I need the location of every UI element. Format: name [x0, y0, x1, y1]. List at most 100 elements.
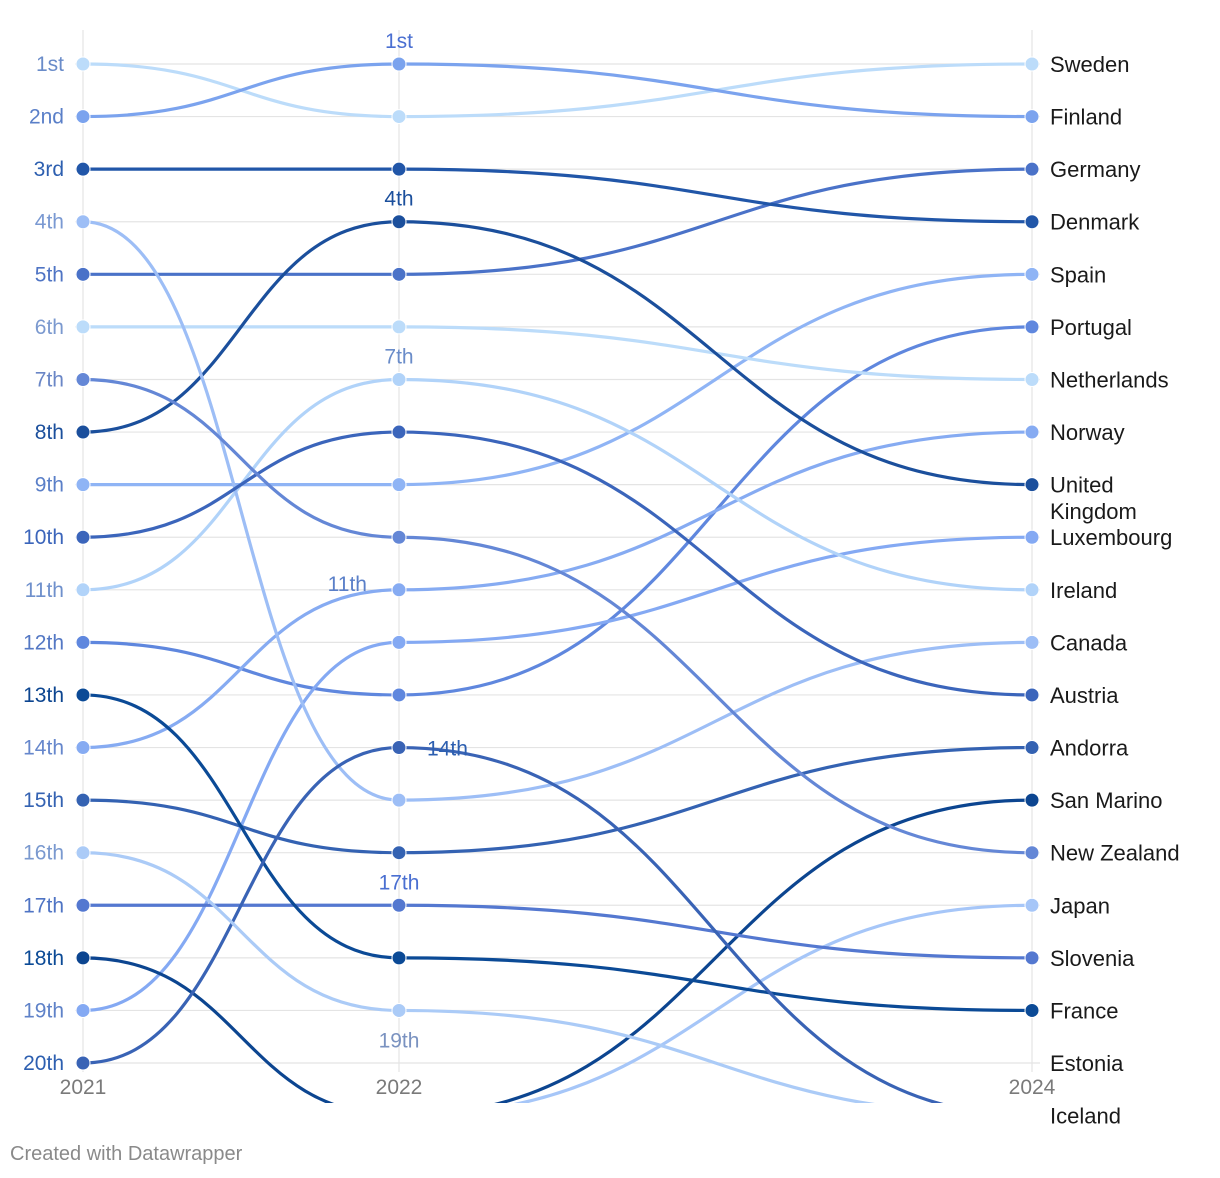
dot-austria-2024 — [1024, 687, 1040, 703]
dot-san-marino-2021 — [75, 950, 91, 966]
rank-label-20: 20th — [23, 1052, 64, 1075]
line-ireland — [81, 377, 1034, 592]
dot-netherlands-2021 — [75, 319, 91, 335]
country-label-san-marino: San Marino — [1050, 788, 1163, 813]
dot-france-2022 — [391, 950, 407, 966]
year-label-2024: 2024 — [1009, 1076, 1056, 1099]
country-label-slovenia: Slovenia — [1050, 946, 1135, 971]
dot-austria-2021 — [75, 529, 91, 545]
country-label-iceland: Iceland — [1050, 1104, 1121, 1129]
line-new-zealand — [81, 377, 1034, 855]
rank-label-19: 19th — [23, 999, 64, 1022]
line-germany — [81, 167, 1034, 276]
country-label-andorra: Andorra — [1050, 736, 1129, 761]
annotation-11th: 11th — [328, 573, 367, 596]
dot-sweden-2022 — [391, 109, 407, 125]
annotation-1st: 1st — [385, 30, 413, 53]
dot-spain-2022 — [391, 477, 407, 493]
country-label-denmark: Denmark — [1050, 210, 1140, 235]
series-dots — [75, 56, 1040, 1071]
annotation-7th: 7th — [384, 345, 413, 368]
dot-ireland-2021 — [75, 582, 91, 598]
dot-new-zealand-2022 — [391, 529, 407, 545]
country-label-ireland: Ireland — [1050, 578, 1117, 603]
dot-united-kingdom-2022 — [391, 214, 407, 230]
rank-label-15: 15th — [23, 789, 64, 812]
dot-iceland-2021 — [75, 845, 91, 861]
country-label-kingdom: Kingdom — [1050, 499, 1137, 524]
dot-luxembourg-2021 — [75, 1002, 91, 1018]
dot-united-kingdom-2024 — [1024, 477, 1040, 493]
dot-finland-2024 — [1024, 109, 1040, 125]
rank-label-4: 4th — [35, 211, 64, 234]
dot-finland-2022 — [391, 56, 407, 72]
year-label-2022: 2022 — [376, 1076, 423, 1099]
y-axis-rank-labels: 1st 2nd 3rd 4th 5th 6th 7th 8th 9th 10th 11th 12th 1… — [23, 53, 64, 1075]
annotation-17th: 17th — [379, 871, 420, 894]
year-label-2021: 2021 — [60, 1076, 107, 1099]
dot-united-kingdom-2021 — [75, 424, 91, 440]
country-label-sweden: Sweden — [1050, 52, 1130, 77]
country-label-germany: Germany — [1050, 157, 1140, 182]
dot-france-2021 — [75, 687, 91, 703]
line-andorra — [81, 745, 1034, 855]
dot-andorra-2022 — [391, 845, 407, 861]
country-label-united: United — [1050, 473, 1114, 498]
dot-germany-2022 — [391, 266, 407, 282]
rank-label-18: 18th — [23, 947, 64, 970]
line-canada — [81, 220, 1034, 802]
rank-label-3: 3rd — [34, 158, 64, 181]
dot-portugal-2022 — [391, 687, 407, 703]
country-label-finland: Finland — [1050, 105, 1122, 130]
dot-luxembourg-2024 — [1024, 529, 1040, 545]
rank-label-16: 16th — [23, 842, 64, 865]
dot-canada-2022 — [391, 792, 407, 808]
annotation-labels: 1st 4th 7th 11th 14th 17th 19th — [328, 30, 468, 1052]
line-denmark — [81, 167, 1034, 224]
country-label-spain: Spain — [1050, 262, 1106, 287]
dot-denmark-2022 — [391, 161, 407, 177]
rank-label-9: 9th — [35, 474, 64, 497]
dot-estonia-2022 — [391, 740, 407, 756]
rank-label-5: 5th — [35, 263, 64, 286]
rank-label-6: 6th — [35, 316, 64, 339]
dot-france-2024 — [1024, 1002, 1040, 1018]
dot-finland-2021 — [75, 109, 91, 125]
dot-estonia-2021 — [75, 1055, 91, 1071]
dot-spain-2021 — [75, 477, 91, 493]
dot-norway-2024 — [1024, 424, 1040, 440]
annotation-19th: 19th — [379, 1029, 420, 1052]
country-label-austria: Austria — [1050, 683, 1119, 708]
footer-credit: Created with Datawrapper — [10, 1143, 243, 1165]
x-axis-year-labels: 2021 2022 2024 — [60, 1076, 1056, 1099]
dot-sweden-2024 — [1024, 56, 1040, 72]
annotation-4th: 4th — [384, 188, 413, 211]
dot-ireland-2024 — [1024, 582, 1040, 598]
annotation-14th: 14th — [427, 738, 468, 761]
line-estonia — [81, 745, 945, 1103]
dot-japan-2024 — [1024, 897, 1040, 913]
line-austria — [81, 430, 1034, 697]
dot-san-marino-2024 — [1024, 792, 1040, 808]
country-label-luxembourg: Luxembourg — [1050, 525, 1172, 550]
dot-slovenia-2022 — [391, 897, 407, 913]
dot-norway-2021 — [75, 740, 91, 756]
country-label-portugal: Portugal — [1050, 315, 1132, 340]
line-portugal — [81, 325, 1034, 697]
rank-label-17: 17th — [23, 894, 64, 917]
right-country-labels: Sweden Finland Germany Denmark Spain Portugal… — [1050, 52, 1180, 1129]
dot-canada-2021 — [75, 214, 91, 230]
rank-label-14: 14th — [23, 737, 64, 760]
dot-germany-2021 — [75, 266, 91, 282]
dot-slovenia-2021 — [75, 897, 91, 913]
dot-slovenia-2024 — [1024, 950, 1040, 966]
dot-andorra-2021 — [75, 792, 91, 808]
country-label-netherlands: Netherlands — [1050, 367, 1169, 392]
country-label-france: France — [1050, 998, 1118, 1023]
line-spain — [81, 272, 1034, 487]
rank-label-11: 11th — [25, 579, 64, 602]
dot-new-zealand-2021 — [75, 371, 91, 387]
dot-germany-2024 — [1024, 161, 1040, 177]
rank-label-13: 13th — [23, 684, 64, 707]
grid-lines — [75, 30, 1040, 1072]
